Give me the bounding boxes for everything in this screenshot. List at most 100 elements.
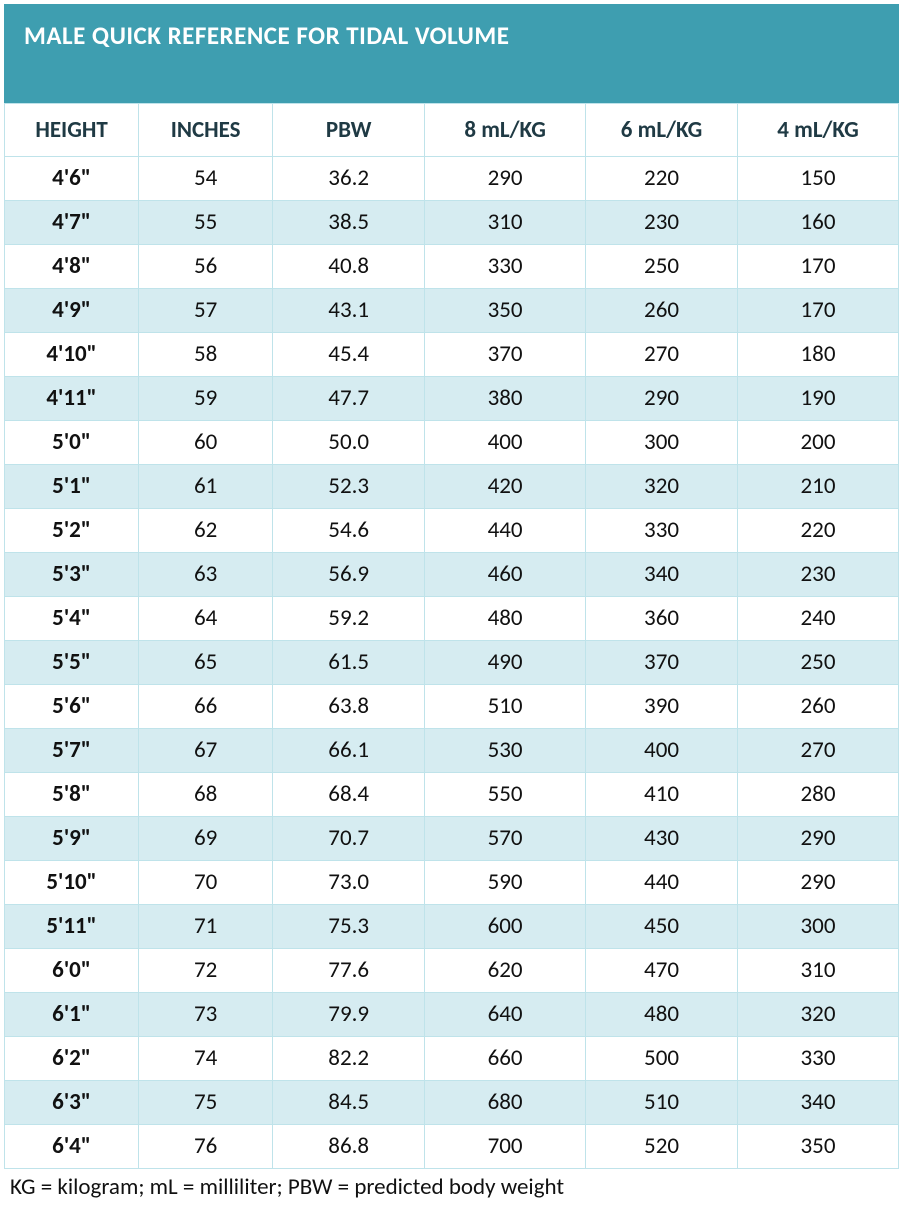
data-cell: 66.1 bbox=[273, 729, 425, 773]
data-cell: 440 bbox=[586, 861, 738, 905]
data-cell: 320 bbox=[738, 993, 899, 1037]
data-cell: 470 bbox=[586, 949, 738, 993]
height-cell: 6'0" bbox=[5, 949, 139, 993]
data-cell: 370 bbox=[425, 333, 586, 377]
data-cell: 72 bbox=[139, 949, 273, 993]
height-cell: 5'6" bbox=[5, 685, 139, 729]
table-row: 5'0"6050.0400300200 bbox=[5, 421, 899, 465]
data-cell: 61 bbox=[139, 465, 273, 509]
data-cell: 190 bbox=[738, 377, 899, 421]
data-cell: 54.6 bbox=[273, 509, 425, 553]
data-cell: 56 bbox=[139, 245, 273, 289]
data-cell: 64 bbox=[139, 597, 273, 641]
data-cell: 55 bbox=[139, 201, 273, 245]
data-cell: 63 bbox=[139, 553, 273, 597]
table-row: 5'2"6254.6440330220 bbox=[5, 509, 899, 553]
data-cell: 340 bbox=[586, 553, 738, 597]
height-cell: 4'7" bbox=[5, 201, 139, 245]
data-cell: 260 bbox=[586, 289, 738, 333]
table-row: 5'6"6663.8510390260 bbox=[5, 685, 899, 729]
data-cell: 75.3 bbox=[273, 905, 425, 949]
table-title: MALE QUICK REFERENCE FOR TIDAL VOLUME bbox=[4, 4, 899, 103]
data-cell: 240 bbox=[738, 597, 899, 641]
table-row: 4'9"5743.1350260170 bbox=[5, 289, 899, 333]
data-cell: 510 bbox=[586, 1081, 738, 1125]
height-cell: 6'4" bbox=[5, 1125, 139, 1169]
data-cell: 300 bbox=[586, 421, 738, 465]
data-cell: 520 bbox=[586, 1125, 738, 1169]
data-cell: 250 bbox=[738, 641, 899, 685]
data-cell: 570 bbox=[425, 817, 586, 861]
column-header: INCHES bbox=[139, 104, 273, 157]
column-header: 8 mL/KG bbox=[425, 104, 586, 157]
data-cell: 200 bbox=[738, 421, 899, 465]
data-cell: 330 bbox=[586, 509, 738, 553]
height-cell: 6'1" bbox=[5, 993, 139, 1037]
data-cell: 150 bbox=[738, 157, 899, 201]
data-cell: 180 bbox=[738, 333, 899, 377]
data-cell: 77.6 bbox=[273, 949, 425, 993]
table-row: 6'0"7277.6620470310 bbox=[5, 949, 899, 993]
table-row: 5'11"7175.3600450300 bbox=[5, 905, 899, 949]
data-cell: 350 bbox=[425, 289, 586, 333]
data-cell: 490 bbox=[425, 641, 586, 685]
data-cell: 170 bbox=[738, 245, 899, 289]
height-cell: 5'9" bbox=[5, 817, 139, 861]
height-cell: 5'1" bbox=[5, 465, 139, 509]
table-row: 4'6"5436.2290220150 bbox=[5, 157, 899, 201]
table-row: 6'1"7379.9640480320 bbox=[5, 993, 899, 1037]
data-cell: 400 bbox=[425, 421, 586, 465]
table-row: 5'3"6356.9460340230 bbox=[5, 553, 899, 597]
data-cell: 550 bbox=[425, 773, 586, 817]
column-header: 6 mL/KG bbox=[586, 104, 738, 157]
data-cell: 43.1 bbox=[273, 289, 425, 333]
data-cell: 290 bbox=[738, 861, 899, 905]
data-cell: 52.3 bbox=[273, 465, 425, 509]
data-cell: 63.8 bbox=[273, 685, 425, 729]
data-cell: 170 bbox=[738, 289, 899, 333]
table-body: 4'6"5436.22902201504'7"5538.53102301604'… bbox=[5, 157, 899, 1169]
data-cell: 290 bbox=[425, 157, 586, 201]
data-cell: 260 bbox=[738, 685, 899, 729]
table-row: 4'8"5640.8330250170 bbox=[5, 245, 899, 289]
column-header: 4 mL/KG bbox=[738, 104, 899, 157]
data-cell: 300 bbox=[738, 905, 899, 949]
data-cell: 420 bbox=[425, 465, 586, 509]
data-cell: 86.8 bbox=[273, 1125, 425, 1169]
table-row: 5'9"6970.7570430290 bbox=[5, 817, 899, 861]
data-cell: 70.7 bbox=[273, 817, 425, 861]
data-cell: 310 bbox=[738, 949, 899, 993]
data-cell: 45.4 bbox=[273, 333, 425, 377]
data-cell: 250 bbox=[586, 245, 738, 289]
data-cell: 510 bbox=[425, 685, 586, 729]
data-cell: 370 bbox=[586, 641, 738, 685]
data-cell: 400 bbox=[586, 729, 738, 773]
table-row: 5'1"6152.3420320210 bbox=[5, 465, 899, 509]
data-cell: 230 bbox=[586, 201, 738, 245]
data-cell: 270 bbox=[586, 333, 738, 377]
data-cell: 68 bbox=[139, 773, 273, 817]
data-cell: 620 bbox=[425, 949, 586, 993]
data-cell: 84.5 bbox=[273, 1081, 425, 1125]
data-cell: 73 bbox=[139, 993, 273, 1037]
data-cell: 380 bbox=[425, 377, 586, 421]
height-cell: 4'8" bbox=[5, 245, 139, 289]
data-cell: 67 bbox=[139, 729, 273, 773]
data-cell: 310 bbox=[425, 201, 586, 245]
data-cell: 590 bbox=[425, 861, 586, 905]
data-cell: 450 bbox=[586, 905, 738, 949]
table-row: 4'7"5538.5310230160 bbox=[5, 201, 899, 245]
data-cell: 290 bbox=[586, 377, 738, 421]
data-cell: 480 bbox=[425, 597, 586, 641]
data-cell: 280 bbox=[738, 773, 899, 817]
data-cell: 50.0 bbox=[273, 421, 425, 465]
data-cell: 220 bbox=[586, 157, 738, 201]
height-cell: 6'3" bbox=[5, 1081, 139, 1125]
data-cell: 430 bbox=[586, 817, 738, 861]
data-cell: 500 bbox=[586, 1037, 738, 1081]
data-cell: 160 bbox=[738, 201, 899, 245]
data-cell: 220 bbox=[738, 509, 899, 553]
height-cell: 5'11" bbox=[5, 905, 139, 949]
height-cell: 6'2" bbox=[5, 1037, 139, 1081]
data-cell: 290 bbox=[738, 817, 899, 861]
